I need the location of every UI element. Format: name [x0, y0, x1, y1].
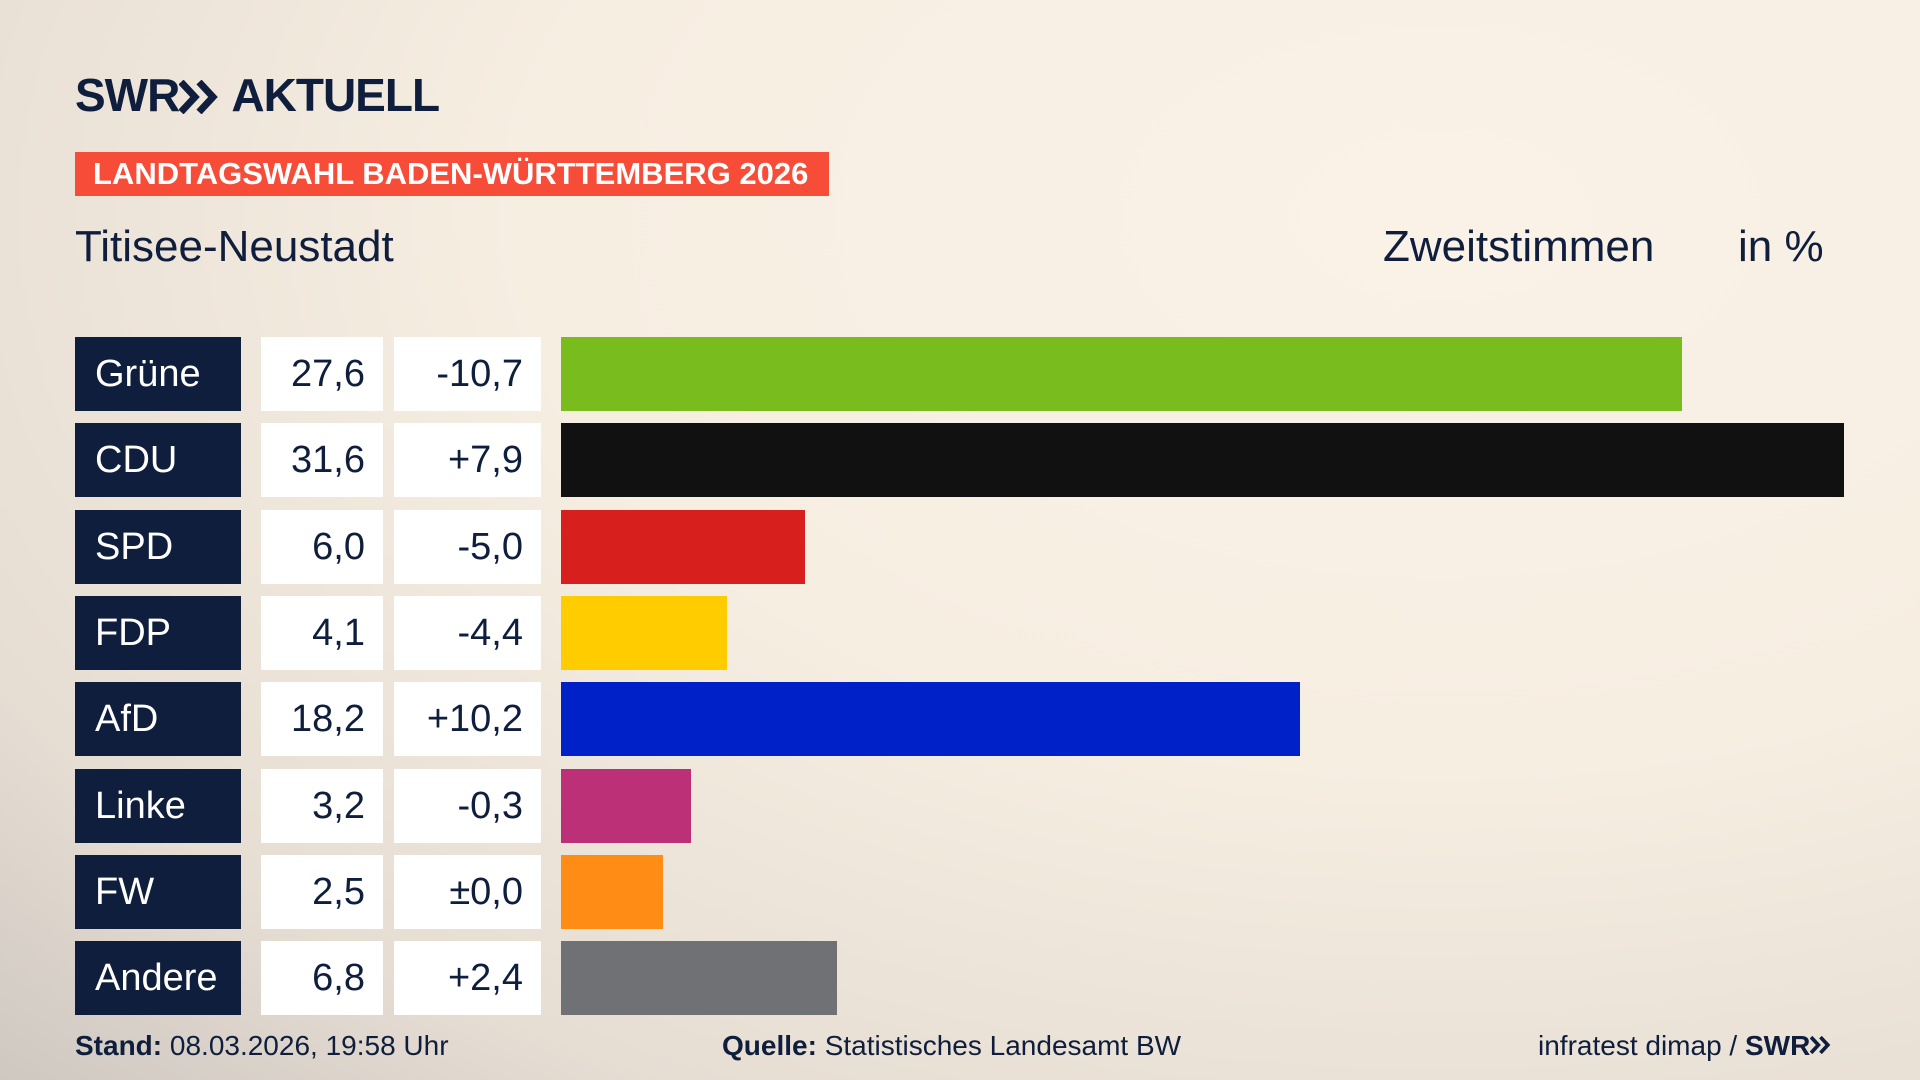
credit-logo: SWR	[1744, 1030, 1811, 1061]
party-name: AfD	[75, 682, 241, 757]
supertitle: LANDTAGSWAHL BADEN-WÜRTTEMBERG 2026	[75, 152, 829, 196]
value-label: 6,8	[261, 941, 383, 1016]
credit-text: infratest dimap /	[1538, 1030, 1738, 1061]
chart-title: Titisee-Neustadt	[75, 222, 394, 271]
change-label: -10,7	[394, 337, 541, 411]
source: Quelle: Statistisches Landesamt BW	[722, 1030, 1181, 1062]
value-label: 31,6	[261, 423, 383, 498]
change-label: +2,4	[394, 941, 541, 1016]
change-label: +10,2	[394, 682, 541, 757]
change-label: ±0,0	[394, 854, 541, 929]
logo-brand: SWR	[75, 69, 180, 121]
value-label: 6,0	[261, 509, 383, 584]
value-label: 4,1	[261, 595, 383, 670]
party-name: CDU	[75, 423, 241, 498]
value-label: 3,2	[261, 768, 383, 843]
measure: Zweitstimmen	[1383, 222, 1655, 271]
party-name: Grüne	[75, 337, 241, 411]
bar	[561, 768, 691, 843]
credit: infratest dimap / SWR	[1538, 1030, 1832, 1062]
stand-value: 08.03.2026, 19:58 Uhr	[169, 1030, 449, 1061]
stand: Stand: 08.03.2026, 19:58 Uhr	[75, 1030, 449, 1062]
bar	[561, 595, 728, 670]
value-label: 27,6	[261, 337, 383, 411]
unit: in %	[1738, 222, 1824, 271]
change-label: +7,9	[394, 423, 541, 498]
bar	[561, 423, 1844, 498]
logo-chevrons	[178, 79, 219, 115]
stand-label: Stand:	[75, 1030, 163, 1061]
bar	[561, 509, 805, 584]
value-label: 2,5	[261, 854, 383, 929]
source-value: Statistisches Landesamt BW	[824, 1030, 1182, 1061]
change-label: -5,0	[394, 509, 541, 584]
bar	[561, 682, 1300, 757]
logo: SWR AKTUELL	[75, 68, 440, 122]
party-name: SPD	[75, 509, 241, 584]
party-name: FDP	[75, 595, 241, 670]
value-label: 18,2	[261, 682, 383, 757]
change-label: -4,4	[394, 595, 541, 670]
bar	[561, 854, 663, 929]
credit-chevrons	[1810, 1035, 1831, 1055]
change-label: -0,3	[394, 768, 541, 843]
bar	[561, 941, 838, 1016]
party-name: Andere	[75, 941, 241, 1016]
logo-text: AKTUELL	[231, 69, 440, 121]
source-label: Quelle:	[722, 1030, 817, 1061]
party-name: Linke	[75, 768, 241, 843]
party-name: FW	[75, 854, 241, 929]
bar	[561, 337, 1682, 411]
